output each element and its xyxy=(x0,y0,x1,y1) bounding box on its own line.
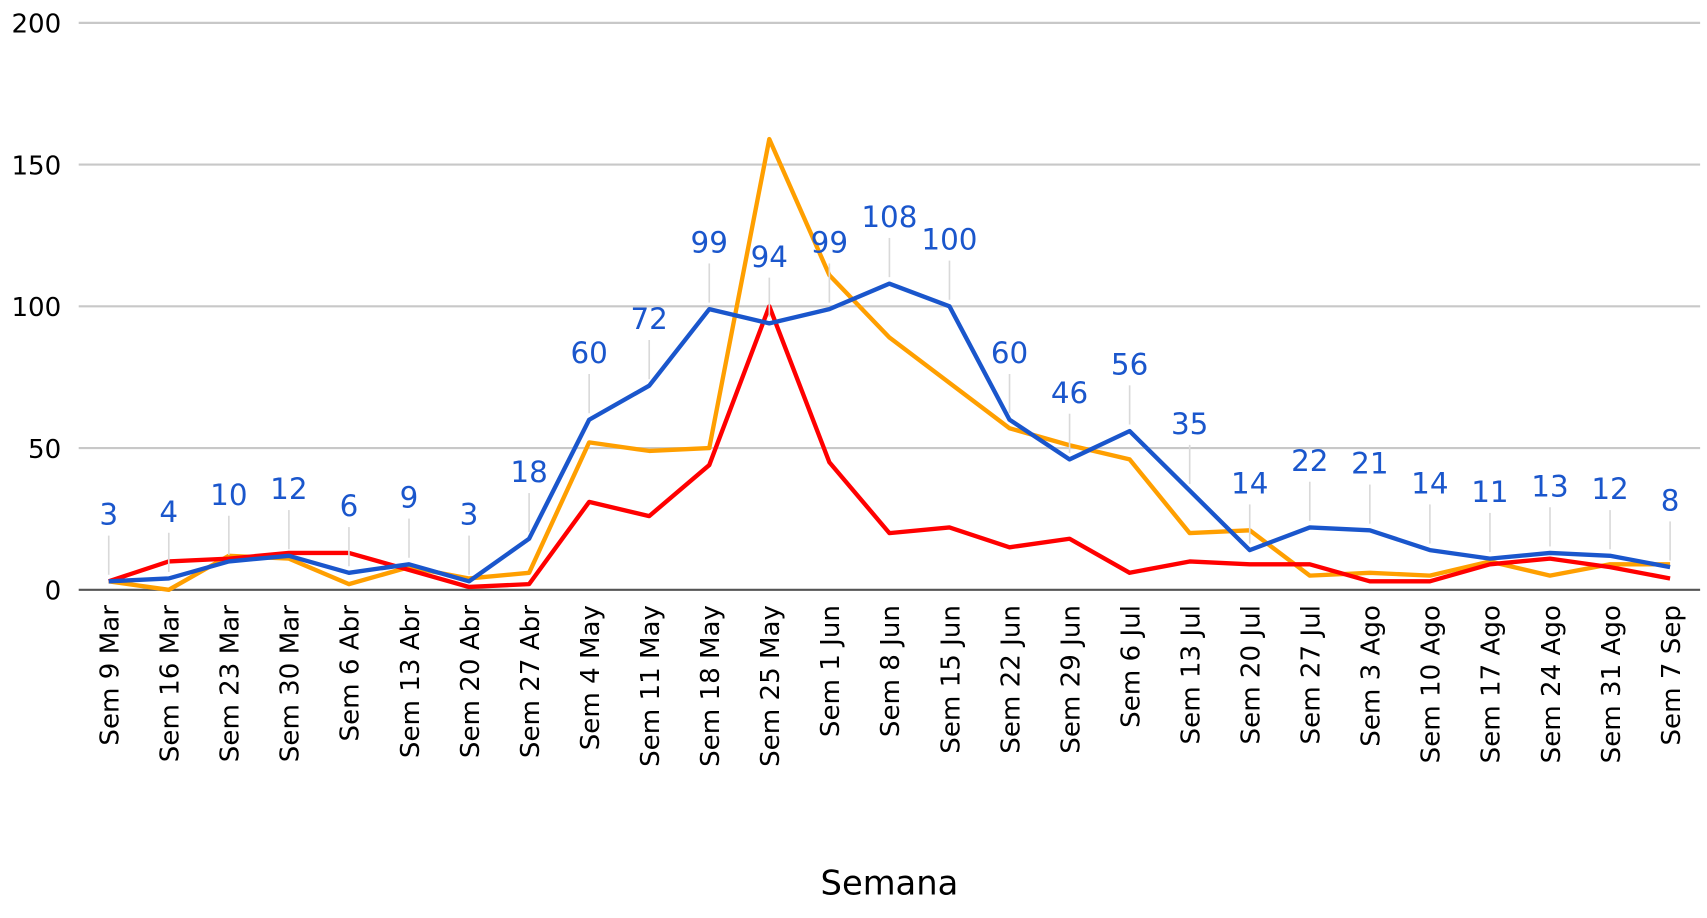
x-tick-label: Sem 20 Abr xyxy=(456,605,486,758)
data-label: 14 xyxy=(1231,467,1268,501)
x-tick-label: Sem 31 Ago xyxy=(1597,605,1627,763)
data-label: 18 xyxy=(510,455,547,489)
data-label: 99 xyxy=(811,226,848,260)
x-tick-label: Sem 16 Mar xyxy=(156,605,186,762)
data-label: 4 xyxy=(159,495,178,529)
x-tick-label: Sem 27 Jul xyxy=(1297,605,1327,744)
x-tick-label: Sem 13 Abr xyxy=(396,605,426,758)
x-tick-label: Sem 4 May xyxy=(576,605,606,750)
x-tick-label: Sem 29 Jun xyxy=(1056,605,1086,754)
data-label: 108 xyxy=(861,200,917,234)
data-label: 100 xyxy=(921,223,977,257)
x-axis-title: Semana xyxy=(821,864,959,903)
y-tick-label: 0 xyxy=(45,577,62,607)
data-label: 11 xyxy=(1471,475,1508,509)
data-label: 12 xyxy=(1591,472,1628,506)
x-tick-label: Sem 30 Mar xyxy=(276,605,306,762)
x-tick-label: Sem 17 Ago xyxy=(1477,605,1507,763)
data-label: 22 xyxy=(1291,444,1328,478)
x-tick-label: Sem 20 Jul xyxy=(1237,605,1267,744)
x-tick-label: Sem 18 May xyxy=(696,605,726,767)
x-tick-label: Sem 13 Jul xyxy=(1176,605,1206,744)
data-label: 13 xyxy=(1531,469,1568,503)
data-label: 8 xyxy=(1661,484,1680,518)
data-label: 9 xyxy=(400,481,419,515)
data-label: 21 xyxy=(1351,447,1388,481)
y-tick-label: 200 xyxy=(11,10,61,40)
x-tick-label: Sem 11 May xyxy=(636,605,666,767)
data-label: 14 xyxy=(1411,467,1448,501)
y-tick-label: 100 xyxy=(11,293,61,323)
x-tick-label: Sem 3 Ago xyxy=(1357,605,1387,747)
x-tick-label: Sem 1 Jun xyxy=(816,605,846,737)
x-tick-label: Sem 6 Jul xyxy=(1116,605,1146,728)
data-label: 6 xyxy=(340,489,359,523)
series-line xyxy=(108,304,1671,590)
x-tick-label: Sem 27 Abr xyxy=(516,605,546,758)
series-line xyxy=(108,281,1671,584)
y-tick-label: 50 xyxy=(28,435,61,465)
data-label: 60 xyxy=(570,336,607,370)
x-tick-label: Sem 9 Mar xyxy=(96,605,126,746)
data-label: 35 xyxy=(1171,407,1208,441)
y-tick-label: 150 xyxy=(11,151,61,181)
x-tick-label: Sem 7 Sep xyxy=(1657,605,1687,746)
series-line xyxy=(108,136,1671,592)
x-tick-label: Sem 25 May xyxy=(756,605,786,767)
data-label: 3 xyxy=(460,498,479,532)
data-label: 46 xyxy=(1051,376,1088,410)
x-tick-label: Sem 6 Abr xyxy=(336,605,366,742)
data-label: 60 xyxy=(991,336,1028,370)
data-label: 72 xyxy=(631,302,668,336)
data-label: 56 xyxy=(1111,347,1148,381)
data-label: 12 xyxy=(270,472,307,506)
data-label: 94 xyxy=(751,240,788,274)
x-tick-label: Sem 8 Jun xyxy=(876,605,906,737)
x-tick-label: Sem 24 Ago xyxy=(1537,605,1567,763)
data-label: 3 xyxy=(99,498,118,532)
x-tick-label: Sem 15 Jun xyxy=(936,605,966,754)
x-tick-label: Sem 23 Mar xyxy=(216,605,246,762)
data-label: 10 xyxy=(210,478,247,512)
x-tick-label: Sem 22 Jun xyxy=(996,605,1026,754)
data-label: 99 xyxy=(691,226,728,260)
x-tick-label: Sem 10 Ago xyxy=(1417,605,1447,763)
